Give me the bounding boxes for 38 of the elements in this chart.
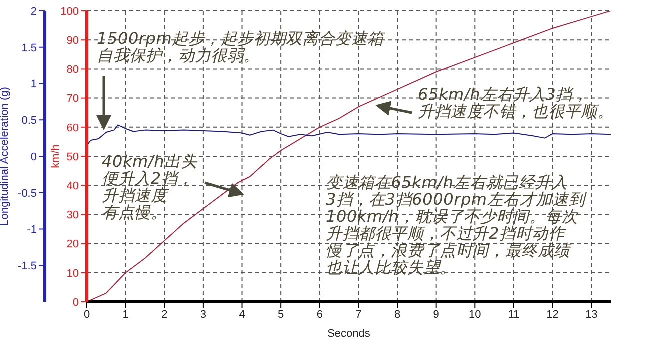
x-tick-label: 11 [508, 308, 520, 321]
x-tick-label: 5 [278, 308, 284, 321]
y2-tick-label: 20 [66, 238, 79, 251]
x-tick-label: 9 [433, 308, 440, 321]
x-tick-label: 3 [200, 308, 207, 321]
y2-tick-label: 80 [66, 64, 79, 76]
x-tick-label: 8 [394, 308, 401, 321]
y2-tick-label: 30 [66, 210, 79, 222]
y2-axis-title: km/h [50, 144, 62, 168]
x-tick-label: 13 [585, 308, 598, 321]
y2-tick-label: 90 [66, 35, 79, 48]
y-tick-label: 0.5 [22, 115, 37, 128]
y-tick-label: 1 [30, 78, 37, 91]
x-axis-title: Seconds [328, 328, 371, 340]
x-tick-label: 2 [162, 308, 168, 321]
y2-tick-label: 10 [66, 268, 79, 280]
y-tick-label: -1 [27, 224, 37, 236]
line-series [87, 124, 611, 146]
y-tick-label: -0.5 [18, 188, 37, 200]
y2-tick-label: 0 [72, 296, 79, 309]
y2-tick-label: 50 [66, 151, 79, 164]
x-tick-label: 7 [356, 308, 362, 321]
x-tick-label: 1 [122, 308, 129, 321]
x-tick-label: 12 [546, 308, 559, 321]
x-tick-label: 0 [84, 308, 90, 321]
y-axis-title: Longitudinal Acceleration (g) [0, 87, 11, 226]
x-tick-label: 10 [469, 308, 482, 321]
x-tick-label: 6 [316, 308, 323, 321]
y-tick-label: -1.5 [18, 260, 37, 273]
y-tick-label: 0 [30, 151, 37, 164]
y-tick-label: 2 [30, 6, 37, 18]
x-tick-label: 4 [239, 308, 246, 321]
y2-tick-label: 60 [66, 122, 79, 134]
y2-tick-label: 40 [66, 180, 79, 193]
y-tick-label: 1.5 [22, 42, 37, 54]
y2-tick-label: 100 [60, 6, 79, 18]
y2-tick-label: 70 [66, 93, 79, 106]
line-series [87, 11, 611, 302]
